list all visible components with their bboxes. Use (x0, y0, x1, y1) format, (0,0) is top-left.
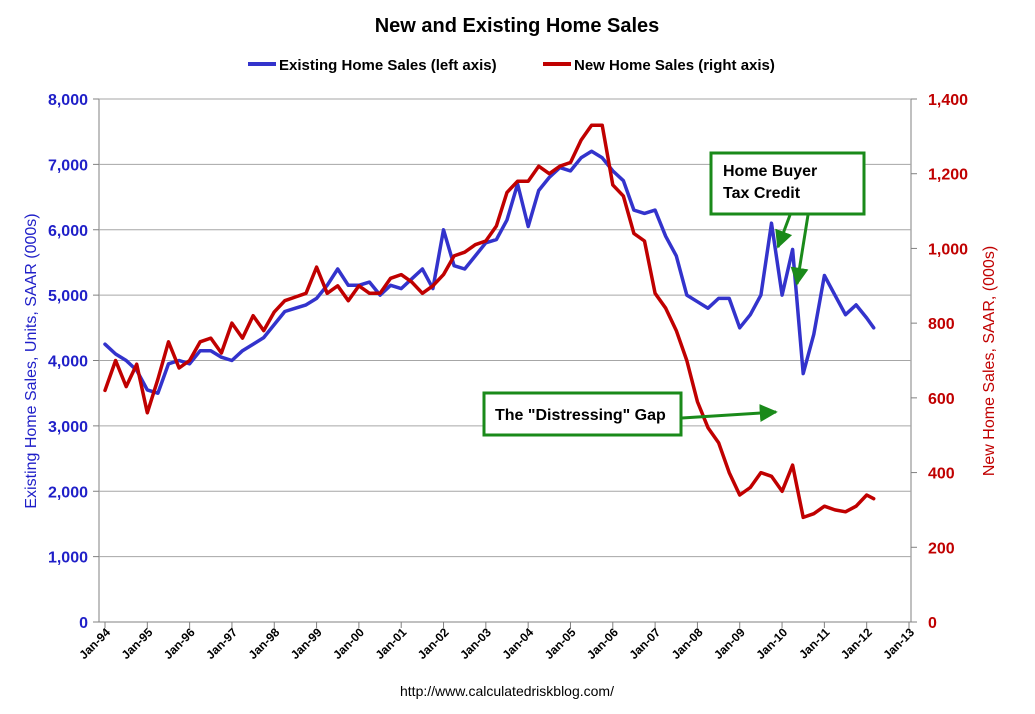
chart-title: New and Existing Home Sales (375, 15, 660, 37)
tick-label-x: Jan-09 (711, 625, 748, 662)
y-axis-left-title: Existing Home Sales, Units, SAAR (000s) (23, 213, 40, 508)
tick-label-right: 1,200 (928, 167, 968, 184)
tick-label-right: 600 (928, 391, 955, 408)
tick-label-x: Jan-03 (457, 625, 494, 662)
tick-label-x: Jan-10 (753, 625, 790, 662)
tick-label-x: Jan-13 (880, 625, 917, 662)
series-new-home-sales (103, 123, 876, 520)
tick-label-x: Jan-98 (246, 625, 283, 662)
tick-label-x: Jan-00 (330, 625, 367, 662)
tick-label-right: 800 (928, 316, 955, 333)
tick-label-left: 8,000 (48, 92, 88, 109)
tick-label-x: Jan-96 (161, 625, 198, 662)
tick-label-left: 0 (79, 615, 88, 632)
tick-label-x: Jan-06 (584, 625, 621, 662)
annotation-tax-credit-line2: Tax Credit (723, 185, 801, 202)
tick-label-right: 400 (928, 466, 955, 483)
tick-label-left: 2,000 (48, 484, 88, 501)
legend-label-new: New Home Sales (right axis) (574, 57, 775, 74)
annotation-box-tax-credit (709, 151, 866, 216)
annotation-arrow-tax-credit-1 (775, 214, 793, 249)
series-lines (103, 123, 876, 520)
tick-label-left: 4,000 (48, 354, 88, 371)
tick-label-left: 7,000 (48, 157, 88, 174)
tick-label-x: Jan-04 (499, 625, 536, 662)
tick-label-left: 1,000 (48, 550, 88, 567)
tick-label-right: 1,400 (928, 92, 968, 109)
legend-label-existing: Existing Home Sales (left axis) (279, 57, 497, 74)
tick-label-x: Jan-07 (626, 625, 663, 662)
tick-label-right: 200 (928, 540, 955, 557)
tick-label-right: 0 (928, 615, 937, 632)
tick-label-x: Jan-99 (288, 625, 325, 662)
tick-label-x: Jan-05 (542, 625, 579, 662)
tick-label-left: 5,000 (48, 288, 88, 305)
annotation-box-gap (482, 391, 683, 437)
annotation-tax-credit-line1: Home Buyer (723, 163, 817, 180)
tick-label-x: Jan-95 (119, 625, 156, 662)
tick-label-x: Jan-01 (373, 625, 410, 662)
tick-label-left: 6,000 (48, 223, 88, 240)
tick-label-x: Jan-02 (415, 625, 452, 662)
y-axis-right-title: New Home Sales, SAAR, (000s) (981, 246, 998, 476)
tick-label-x: Jan-11 (796, 625, 833, 662)
tick-label-right: 1,000 (928, 241, 968, 258)
tick-label-x: Jan-08 (669, 625, 706, 662)
annotation-gap-text: The "Distressing" Gap (495, 407, 666, 424)
tick-label-left: 3,000 (48, 419, 88, 436)
annotation-tax-credit: Home Buyer Tax Credit (709, 151, 866, 286)
tick-label-x: Jan-12 (838, 625, 875, 662)
annotation-gap: The "Distressing" Gap (482, 391, 778, 437)
tick-label-x: Jan-97 (203, 625, 240, 662)
source-url: http://www.calculatedriskblog.com/ (400, 683, 614, 699)
annotation-arrow-tax-credit-2 (790, 214, 810, 286)
legend: Existing Home Sales (left axis) New Home… (248, 57, 775, 74)
annotation-arrow-gap (681, 404, 778, 423)
series-existing-home-sales (103, 149, 876, 395)
